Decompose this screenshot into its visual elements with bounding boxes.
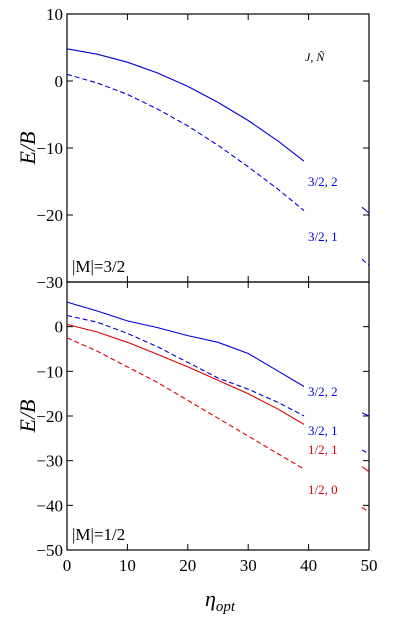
panel-bottom: 0 −10 −20 −30 −40 −50 E/B |M|=1/2 3/2, 2 3/2, 1 1/… (15, 281, 370, 560)
x-axis: 0 10 20 30 40 50 (63, 556, 378, 575)
series-line-blue-dashed (66, 314, 305, 417)
y-tick-label: 10 (46, 5, 63, 24)
y-tick-label: 0 (55, 72, 64, 91)
legend-title: J, Ñ (305, 50, 325, 64)
x-tick-label: 50 (361, 556, 378, 575)
x-tick-label: 20 (179, 556, 196, 575)
series-line-blue-solid (66, 301, 305, 387)
panel-annotation: |M|=3/2 (72, 257, 125, 276)
y-tick-label: −30 (36, 273, 63, 292)
series-line-blue-solid (361, 412, 370, 417)
y-tick-label: −50 (36, 541, 63, 560)
x-axis-label-sub: opt (216, 599, 236, 615)
series-line-red-solid (66, 323, 305, 425)
series-label: 1/2, 1 (308, 442, 338, 457)
series-line-blue-dashed (66, 73, 305, 212)
y-tick-label: −10 (36, 139, 63, 158)
y-tick-label: −20 (36, 407, 63, 426)
x-tick-label: 10 (119, 556, 136, 575)
panel-top: 10 0 −10 −20 −30 E/B |M|=3/2 3/2, 2 3/2, 1 (15, 5, 370, 292)
y-tick-label: 0 (55, 318, 64, 337)
panel-annotation: |M|=1/2 (72, 525, 125, 544)
series-line-blue-solid (66, 48, 305, 162)
x-tick-label: 30 (240, 556, 257, 575)
plot-frame (66, 281, 370, 551)
x-axis-label-main: η (205, 586, 216, 611)
y-axis-label: E/B (15, 132, 40, 166)
series-line-blue-dashed (361, 449, 370, 455)
x-tick-label: 0 (63, 556, 72, 575)
y-tick-label: −10 (36, 362, 63, 381)
y-axis-label: E/B (15, 400, 40, 434)
x-tick-label: 40 (300, 556, 317, 575)
series-line-red-dashed (66, 337, 305, 470)
series-line-red-dashed (361, 506, 370, 513)
series-label: 3/2, 1 (308, 423, 338, 438)
series-label: 3/2, 1 (308, 229, 338, 244)
y-tick-label: −30 (36, 452, 63, 471)
y-tick-label: −40 (36, 496, 63, 515)
series-line-red-solid (361, 466, 370, 473)
series-label: 3/2, 2 (308, 384, 338, 399)
series-label: 3/2, 2 (308, 174, 338, 189)
x-axis-label: ηopt (205, 586, 236, 615)
series-line-blue-dashed (361, 258, 370, 266)
y-tick-label: −20 (36, 206, 63, 225)
series-label: 1/2, 0 (308, 482, 338, 497)
series-line-blue-solid (361, 206, 370, 214)
